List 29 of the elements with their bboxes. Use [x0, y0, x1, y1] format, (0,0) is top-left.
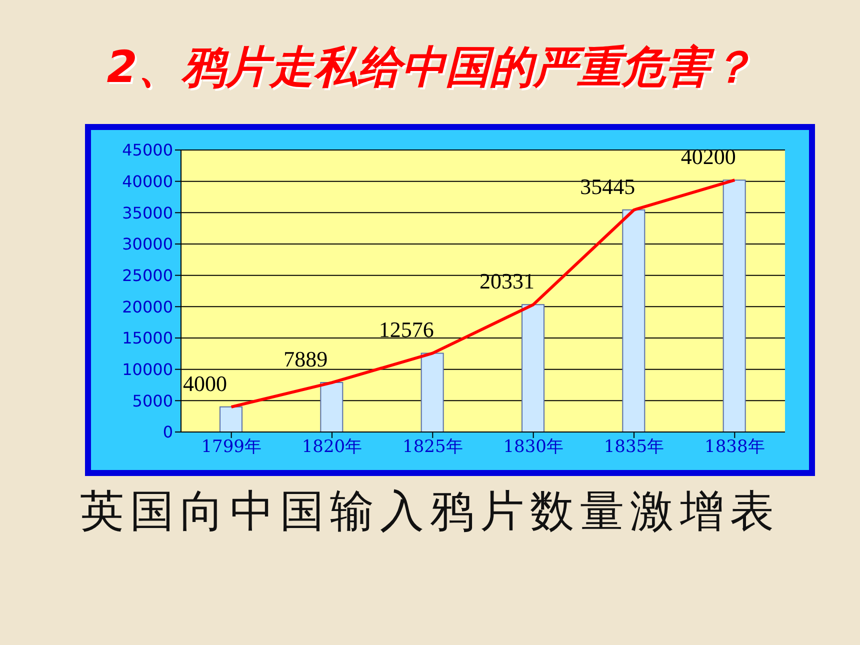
- y-tick-label: 25000: [122, 266, 173, 286]
- y-tick-label: 5000: [132, 391, 173, 410]
- y-tick-label: 20000: [122, 297, 173, 316]
- x-tick-label: 1830年: [503, 437, 564, 458]
- y-tick-label: 35000: [122, 203, 173, 222]
- data-label: 20331: [480, 268, 534, 294]
- data-label: 12576: [378, 317, 434, 342]
- y-tick-label: 30000: [122, 234, 173, 254]
- data-label: 4000: [183, 370, 227, 396]
- data-label: 7889: [284, 346, 328, 372]
- y-tick-label: 45000: [122, 140, 173, 160]
- bar: [622, 209, 646, 432]
- text: 英国向中国输入鸦片数量激增表: [79, 485, 781, 539]
- y-tick-label: 15000: [122, 328, 173, 348]
- chart-title: 2、鸦片走私给中国的严重危害？: [106, 41, 754, 95]
- line-series: [230, 178, 736, 408]
- bar: [420, 352, 444, 432]
- bar: [722, 180, 746, 432]
- bar: [522, 304, 544, 432]
- bar: [220, 406, 242, 432]
- x-tick-label: 1835年: [604, 437, 664, 458]
- x-tick-label: 1799年: [201, 437, 262, 458]
- y-tick-label: 40000: [122, 172, 173, 192]
- bar: [320, 382, 344, 432]
- y-tick-label: 10000: [122, 360, 173, 380]
- x-tick-label: 1838年: [704, 437, 765, 458]
- x-tick-label: 1820年: [302, 437, 362, 458]
- y-tick-label: 0: [162, 422, 173, 442]
- x-tick-label: 1825年: [402, 437, 463, 458]
